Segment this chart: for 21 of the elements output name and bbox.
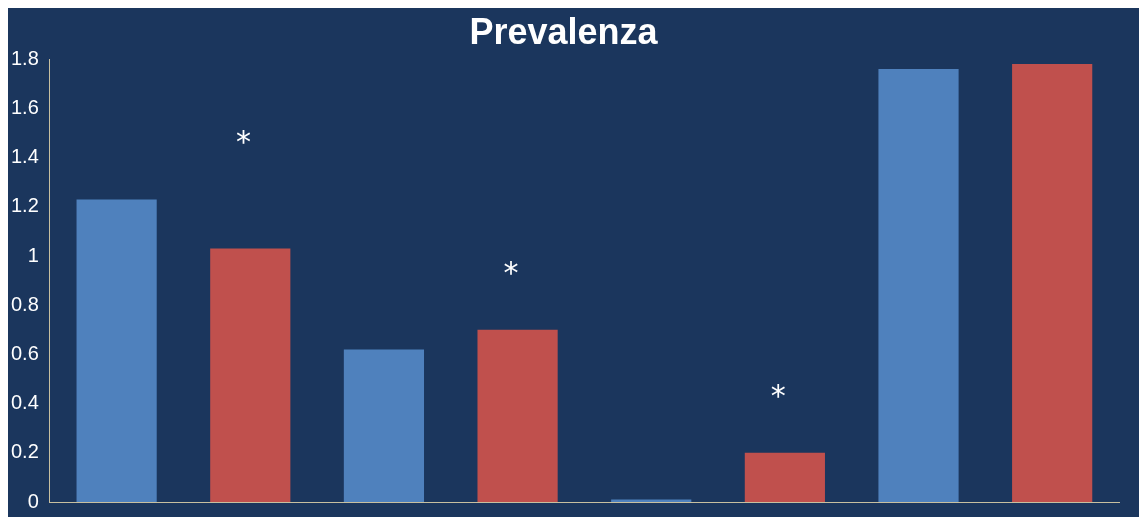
- y-tick-label: 0.8: [10, 292, 39, 315]
- bar: [477, 329, 558, 502]
- y-tick-label: 1.6: [10, 95, 39, 118]
- chart-title: Prevalenza: [469, 10, 659, 52]
- y-tick-label: 1: [27, 243, 39, 266]
- annotation: *: [236, 124, 252, 160]
- bar: [76, 199, 157, 502]
- bar: [210, 248, 291, 502]
- bar: [878, 69, 959, 502]
- y-tick-label: 1.8: [10, 46, 39, 69]
- y-tick-label: 0.4: [10, 391, 39, 414]
- y-tick-label: 0.2: [10, 440, 39, 463]
- annotation: *: [770, 377, 786, 413]
- bar: [343, 349, 425, 502]
- y-tick-label: 0: [27, 489, 39, 512]
- y-tick-label: 0.6: [10, 341, 39, 364]
- annotation: *: [503, 254, 519, 290]
- bar: [744, 452, 825, 502]
- y-tick-label: 1.2: [10, 194, 39, 217]
- bar: [1012, 64, 1093, 502]
- y-tick-label: 1.4: [10, 145, 39, 168]
